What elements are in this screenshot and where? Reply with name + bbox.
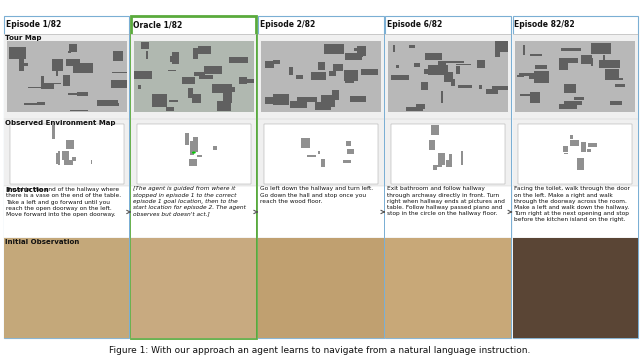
Text: Go left down the hallway and turn left.
Go down the hall and stop once you
reach: Go left down the hallway and turn left. … <box>260 187 373 204</box>
Text: Initial Observation: Initial Observation <box>5 239 80 245</box>
Text: Observed Environment Map: Observed Environment Map <box>5 120 116 126</box>
Text: [The agent is guided from where it
stopped in episode 1 to the correct
episode 1: [The agent is guided from where it stopp… <box>133 187 246 216</box>
Text: Figure 1: With our approach an agent learns to navigate from a natural language : Figure 1: With our approach an agent lea… <box>109 345 531 355</box>
Text: Facing the toilet, walk through the door
on the left. Make a right and walk
thro: Facing the toilet, walk through the door… <box>515 187 630 222</box>
Text: Tour Map: Tour Map <box>5 35 42 41</box>
Text: Instruction: Instruction <box>5 187 49 193</box>
Text: Episode 82/82: Episode 82/82 <box>515 20 575 29</box>
Text: Travel to the end of the hallway where
there is a vase on the end of the table.
: Travel to the end of the hallway where t… <box>6 187 121 217</box>
Text: Episode 6/82: Episode 6/82 <box>387 20 443 29</box>
Text: Exit bathroom and follow hallway
through archway directly in front. Turn
right w: Exit bathroom and follow hallway through… <box>387 187 505 216</box>
Text: Episode 1/82: Episode 1/82 <box>6 20 61 29</box>
Text: Episode 2/82: Episode 2/82 <box>260 20 316 29</box>
Text: Oracle 1/82: Oracle 1/82 <box>133 20 182 29</box>
